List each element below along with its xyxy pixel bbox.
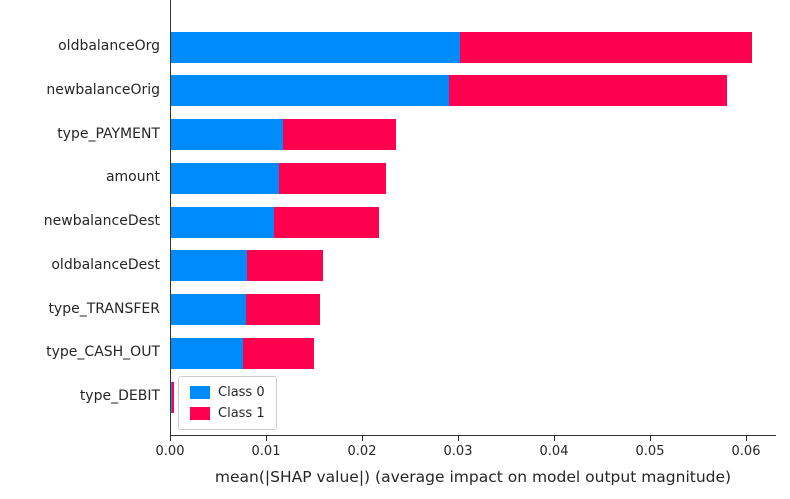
bar-segment-class-1-newbalanceorig <box>449 75 727 107</box>
bar-segment-class-0-type_debit <box>171 381 172 413</box>
x-tick-label: 0.03 <box>443 444 473 459</box>
y-tick-label-type_transfer: type_TRANSFER <box>48 300 160 317</box>
legend-item-class-0: Class 0 <box>190 385 265 400</box>
y-tick-label-newbalanceorig: newbalanceOrig <box>46 81 160 98</box>
x-tick-label: 0.05 <box>635 444 665 459</box>
x-tick-label: 0.02 <box>347 444 377 459</box>
bar-segment-class-1-oldbalancedest <box>246 250 323 282</box>
bar-segment-class-1-type_debit <box>171 381 174 413</box>
y-tick-label-newbalancedest: newbalanceDest <box>43 213 160 229</box>
bar-segment-class-1-newbalancedest <box>273 206 380 238</box>
bar-segment-class-1-oldbalanceorg <box>459 31 752 63</box>
legend-item-class-1: Class 1 <box>190 406 265 421</box>
y-tick-label-amount: amount <box>105 169 160 186</box>
x-tick-mark <box>650 436 651 441</box>
bar-segment-class-0-oldbalancedest <box>171 250 247 282</box>
legend-label-class-0: Class 0 <box>218 385 265 400</box>
bar-segment-class-0-oldbalanceorg <box>171 31 460 63</box>
bar-segment-class-1-amount <box>279 162 387 194</box>
legend: Class 0 Class 1 <box>178 376 277 430</box>
legend-label-class-1: Class 1 <box>218 406 265 421</box>
x-axis-label: mean(|SHAP value|) (average impact on mo… <box>214 468 732 486</box>
y-tick-label-oldbalancedest: oldbalanceDest <box>51 256 160 273</box>
bar-segment-class-0-newbalanceorig <box>171 75 450 107</box>
x-tick-mark <box>746 436 747 441</box>
legend-swatch-class-0 <box>190 386 210 399</box>
x-tick-label: 0.06 <box>731 444 761 459</box>
bar-segment-class-0-type_payment <box>171 119 284 150</box>
x-tick-label: 0.01 <box>251 444 281 459</box>
y-tick-label-type_debit: type_DEBIT <box>79 388 160 404</box>
x-tick-mark <box>266 436 267 441</box>
legend-swatch-class-1 <box>190 407 210 420</box>
bar-segment-class-0-type_cash_out <box>171 337 243 369</box>
bar-segment-class-0-newbalancedest <box>171 206 274 238</box>
y-tick-label-type_payment: type_PAYMENT <box>57 125 160 142</box>
y-tick-label-type_cash_out: type_CASH_OUT <box>46 344 160 361</box>
bar-segment-class-1-type_cash_out <box>243 337 315 369</box>
bar-segment-class-1-type_payment <box>283 119 396 150</box>
x-tick-mark <box>170 436 171 441</box>
bar-segment-class-1-type_transfer <box>245 294 320 325</box>
bar-segment-class-0-amount <box>171 162 280 194</box>
y-tick-label-oldbalanceorg: oldbalanceOrg <box>58 38 160 54</box>
bar-segment-class-0-type_transfer <box>171 294 246 325</box>
x-tick-label: 0.04 <box>539 444 569 459</box>
x-tick-mark <box>554 436 555 441</box>
x-tick-mark <box>362 436 363 441</box>
x-axis-spine <box>170 435 776 436</box>
x-tick-mark <box>458 436 459 441</box>
x-tick-label: 0.00 <box>155 444 185 459</box>
y-axis-spine <box>170 0 171 436</box>
